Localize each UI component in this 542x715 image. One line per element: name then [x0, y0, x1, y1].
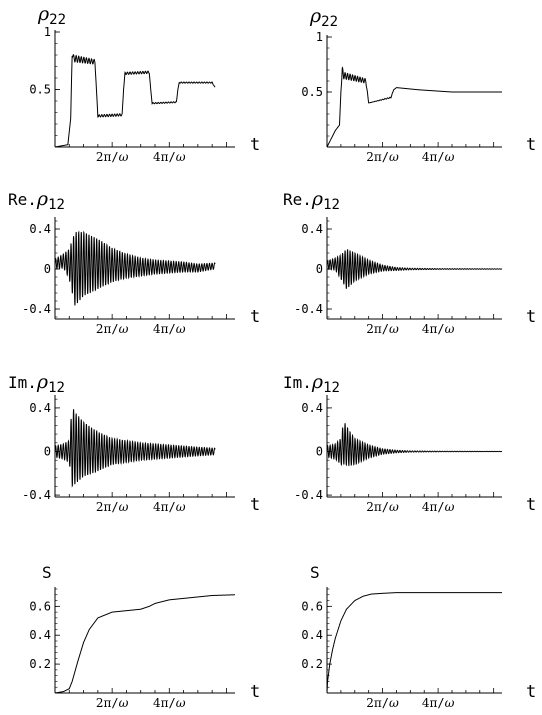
y-tick-label: 0.4 — [29, 628, 51, 642]
y-axis-label: Im.ρ12 — [283, 371, 340, 396]
x-tick-label: 4π/ω — [153, 150, 186, 164]
data-line — [326, 249, 503, 289]
x-tick-label: 2π/ω — [366, 696, 399, 710]
y-tick-label: 0.4 — [29, 401, 51, 415]
x-axis-label: t — [526, 307, 536, 327]
y-tick-label: -0.4 — [294, 302, 323, 316]
y-axis-label: Re.ρ12 — [8, 188, 65, 213]
chart-panel-5: 2π/ω 4π/ω 0.4 0 -0.4 Im.ρ12 t — [8, 371, 260, 515]
y-tick-label: 0.4 — [301, 628, 323, 642]
data-line — [326, 592, 502, 694]
chart-panel-2: 2π/ω 4π/ω 1 0.5 ρ22 t — [301, 5, 536, 164]
y-tick-label: -0.4 — [294, 488, 323, 502]
x-tick-label: 4π/ω — [422, 150, 455, 164]
chart-panel-4: 2π/ω 4π/ω 0.4 0 -0.4 Re.ρ12 t — [283, 188, 536, 336]
x-tick-label: 2π/ω — [96, 696, 129, 710]
y-tick-label: 0.4 — [301, 222, 323, 236]
y-tick-label: 0.5 — [29, 83, 51, 97]
y-tick-label: 0 — [316, 262, 323, 276]
chart-panel-1: 2π/ω 4π/ω 1 0.5 ρ22 t — [29, 3, 260, 164]
y-tick-label: 1 — [44, 25, 51, 39]
y-axis-label: ρ22 — [37, 3, 66, 28]
y-tick-label: 0 — [44, 262, 51, 276]
x-tick-label: 2π/ω — [366, 500, 399, 514]
y-tick-label: 0 — [44, 445, 51, 459]
chart-panel-6: 2π/ω 4π/ω 0.4 0 -0.4 Im.ρ12 t — [283, 371, 536, 515]
y-axis-label: S — [42, 563, 52, 582]
x-tick-label: 4π/ω — [422, 696, 455, 710]
x-tick-label: 4π/ω — [153, 696, 186, 710]
x-tick-label: 4π/ω — [422, 322, 455, 336]
data-line — [54, 594, 235, 694]
y-axis-label: Re.ρ12 — [283, 188, 340, 213]
y-tick-label: 0.4 — [29, 222, 51, 236]
data-line — [54, 53, 216, 148]
chart-panel-3: 2π/ω 4π/ω 0.4 0 -0.4 Re.ρ12 t — [8, 188, 260, 336]
y-tick-label: 0.6 — [301, 599, 323, 613]
y-tick-label: -0.4 — [22, 302, 51, 316]
x-tick-label: 2π/ω — [96, 500, 129, 514]
y-tick-label: 0 — [316, 445, 323, 459]
chart-panel-8: 2π/ω 4π/ω 0.6 0.4 0.2 St — [301, 563, 536, 710]
x-tick-label: 4π/ω — [153, 322, 186, 336]
chart-panel-7: 2π/ω 4π/ω 0.6 0.4 0.2 St — [29, 563, 260, 710]
x-axis-label: t — [250, 135, 260, 155]
y-axis-label: Im.ρ12 — [8, 371, 65, 396]
y-tick-label: 0.6 — [29, 599, 51, 613]
x-axis-label: t — [526, 135, 536, 155]
x-tick-label: 4π/ω — [422, 500, 455, 514]
x-axis-label: t — [250, 495, 260, 515]
data-line — [54, 409, 216, 488]
y-axis-label: S — [310, 563, 320, 582]
x-tick-label: 2π/ω — [366, 150, 399, 164]
x-tick-label: 2π/ω — [96, 322, 129, 336]
y-tick-label: 0.2 — [301, 657, 323, 671]
x-tick-label: 2π/ω — [96, 150, 129, 164]
x-tick-label: 4π/ω — [153, 500, 186, 514]
x-axis-label: t — [526, 682, 536, 702]
data-line — [326, 423, 503, 467]
y-tick-label: 0.2 — [29, 657, 51, 671]
y-tick-label: 1 — [316, 30, 323, 44]
y-tick-label: 0.4 — [301, 401, 323, 415]
data-line — [54, 230, 216, 306]
y-tick-label: -0.4 — [22, 488, 51, 502]
y-tick-label: 0.5 — [301, 85, 323, 99]
x-tick-label: 2π/ω — [366, 322, 399, 336]
data-line — [326, 66, 502, 148]
x-axis-label: t — [526, 495, 536, 515]
y-axis-label: ρ22 — [309, 5, 338, 30]
x-axis-label: t — [250, 307, 260, 327]
x-axis-label: t — [250, 682, 260, 702]
